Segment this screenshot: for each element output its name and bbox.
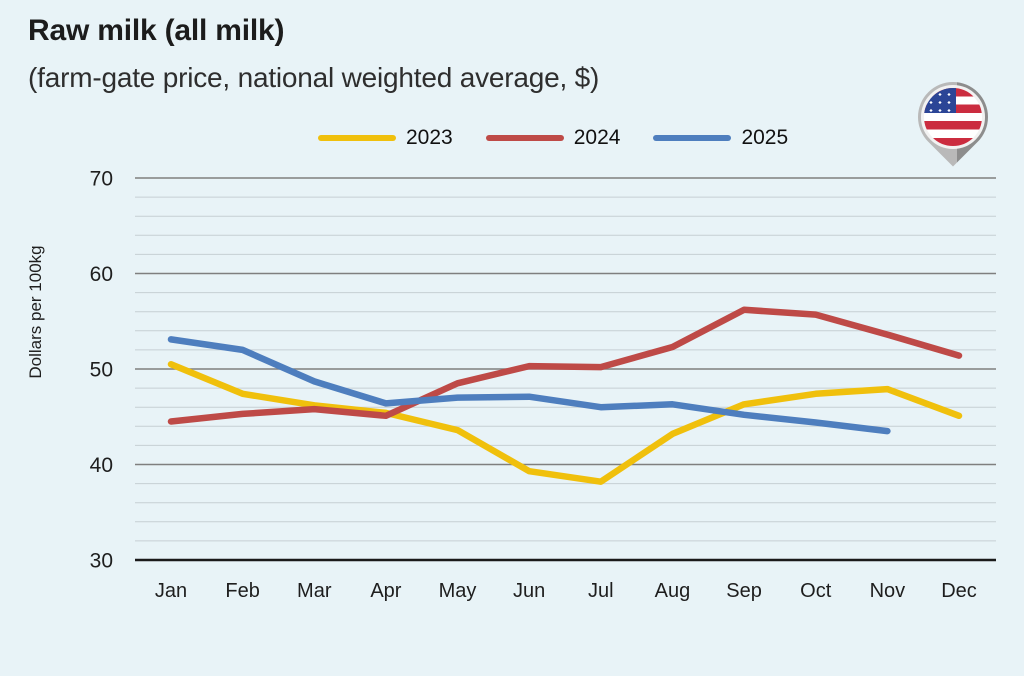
x-axis-label: Feb: [225, 580, 259, 602]
legend-swatch-2025-icon: [653, 135, 732, 141]
legend-label-2023: 2023: [406, 126, 453, 149]
minor-gridlines: [135, 196, 996, 542]
flag-canton-stars: [924, 88, 956, 113]
x-axis-label: Jan: [155, 580, 187, 602]
x-axis-label: Mar: [297, 580, 332, 602]
y-axis-tick-label: 40: [90, 454, 113, 477]
chart-legend: 2023 2024 2025: [318, 126, 788, 150]
series-line-2025: [167, 336, 891, 435]
legend-swatch-2023-icon: [318, 135, 396, 141]
us-flag-icon: [921, 85, 985, 149]
page-title: Raw milk (all milk): [28, 14, 285, 47]
series-lines: [167, 306, 963, 485]
legend-label-2024: 2024: [573, 126, 621, 149]
us-flag-location-pin-icon: [903, 67, 1003, 180]
x-axis-label: Jun: [513, 580, 545, 602]
legend-item-2025: 2025: [653, 126, 788, 150]
legend-item-2023: 2023: [318, 126, 453, 150]
series-line-2024: [167, 306, 963, 425]
legend-item-2024: 2024: [485, 126, 621, 150]
y-axis-tick-label: 70: [90, 168, 113, 191]
x-axis-label: Nov: [870, 580, 906, 602]
x-axis-label: Aug: [655, 580, 691, 602]
y-axis-tick-label: 60: [90, 263, 113, 286]
x-axis-label: Jul: [588, 580, 614, 602]
legend-swatch-2024-icon: [485, 135, 564, 141]
legend-label-2025: 2025: [741, 126, 789, 149]
major-gridlines: [135, 177, 996, 466]
y-axis-tick-label: 30: [90, 550, 113, 573]
y-axis-tick-labels: 30 40 50 60 70: [90, 168, 113, 573]
x-axis-label: Dec: [941, 580, 977, 602]
y-axis-tick-label: 50: [90, 359, 113, 382]
x-axis-label: Sep: [726, 580, 762, 602]
page-subtitle: (farm-gate price, national weighted aver…: [28, 62, 600, 93]
x-axis-label: May: [439, 580, 477, 602]
x-axis-labels: Jan Feb Mar Apr May Jun Jul Aug Sep Oct Nov Dec: [155, 580, 977, 602]
series-line-2023: [167, 360, 963, 485]
x-axis-label: Oct: [800, 580, 832, 602]
y-axis-title: Dollars per 100kg: [26, 245, 45, 378]
x-axis-label: Apr: [370, 580, 401, 602]
